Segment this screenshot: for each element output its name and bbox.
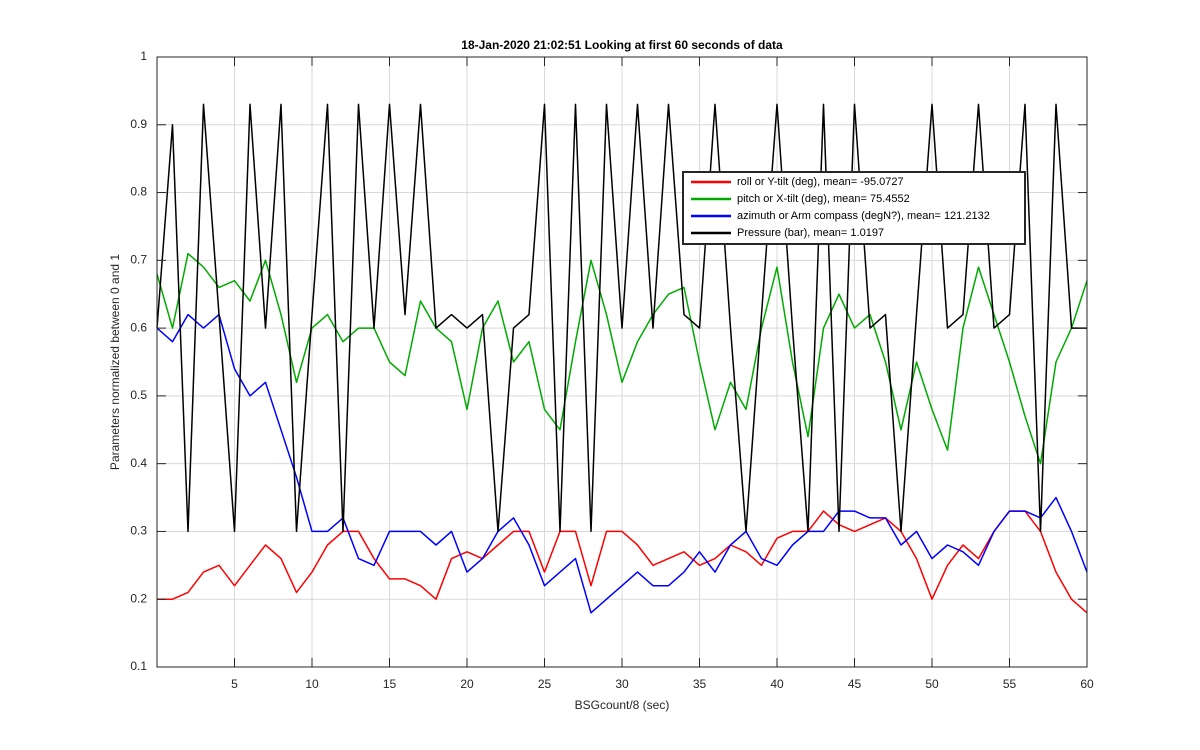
x-tick-label: 45 [848,677,862,691]
x-axis-label: BSGcount/8 (sec) [575,698,670,712]
x-tick-label: 20 [460,677,474,691]
ticks: 5 10 15 20 25 30 35 40 45 50 55 60 0.1 0.2 0.3 0.4 0.5 0.… [130,49,1094,691]
x-tick-label: 30 [615,677,629,691]
legend-box [682,171,1026,245]
y-tick-label: 0.4 [130,456,147,470]
x-tick-label: 35 [693,677,707,691]
series-line [156,103,1087,533]
chart-title: 18-Jan-2020 21:02:51 Looking at first 60… [461,38,783,52]
x-tick-label: 55 [1003,677,1017,691]
lines [156,103,1088,614]
legend-label: azimuth or Arm compass (degN?), mean= 12… [737,210,990,222]
x-tick-label: 5 [231,677,238,691]
y-tick-label: 1 [140,49,147,63]
y-tick-label: 0.5 [130,388,147,402]
y-tick-label: 0.7 [130,253,147,267]
x-tick-label: 50 [925,677,939,691]
series-line [156,252,1088,465]
series-line [157,510,1088,614]
y-tick-label: 0.1 [130,659,147,673]
series-line [156,313,1088,614]
x-tick-label: 15 [383,677,397,691]
legend: roll or Y-tilt (deg), mean= -95.0727 pitc… [682,171,1026,245]
y-tick-label: 0.8 [130,185,147,199]
y-tick-label: 0.6 [130,320,147,334]
y-tick-label: 0.3 [130,524,147,538]
y-tick-label: 0.9 [130,117,147,131]
legend-label: Pressure (bar), mean= 1.0197 [737,227,884,239]
y-axis-label: Parameters normalized between 0 and 1 [108,254,122,470]
x-tick-label: 25 [538,677,552,691]
x-tick-label: 10 [305,677,319,691]
legend-label: roll or Y-tilt (deg), mean= -95.0727 [737,176,904,188]
legend-label: pitch or X-tilt (deg), mean= 75.4552 [737,193,910,205]
x-tick-label: 40 [770,677,784,691]
x-tick-label: 60 [1080,677,1094,691]
y-tick-label: 0.2 [130,591,147,605]
